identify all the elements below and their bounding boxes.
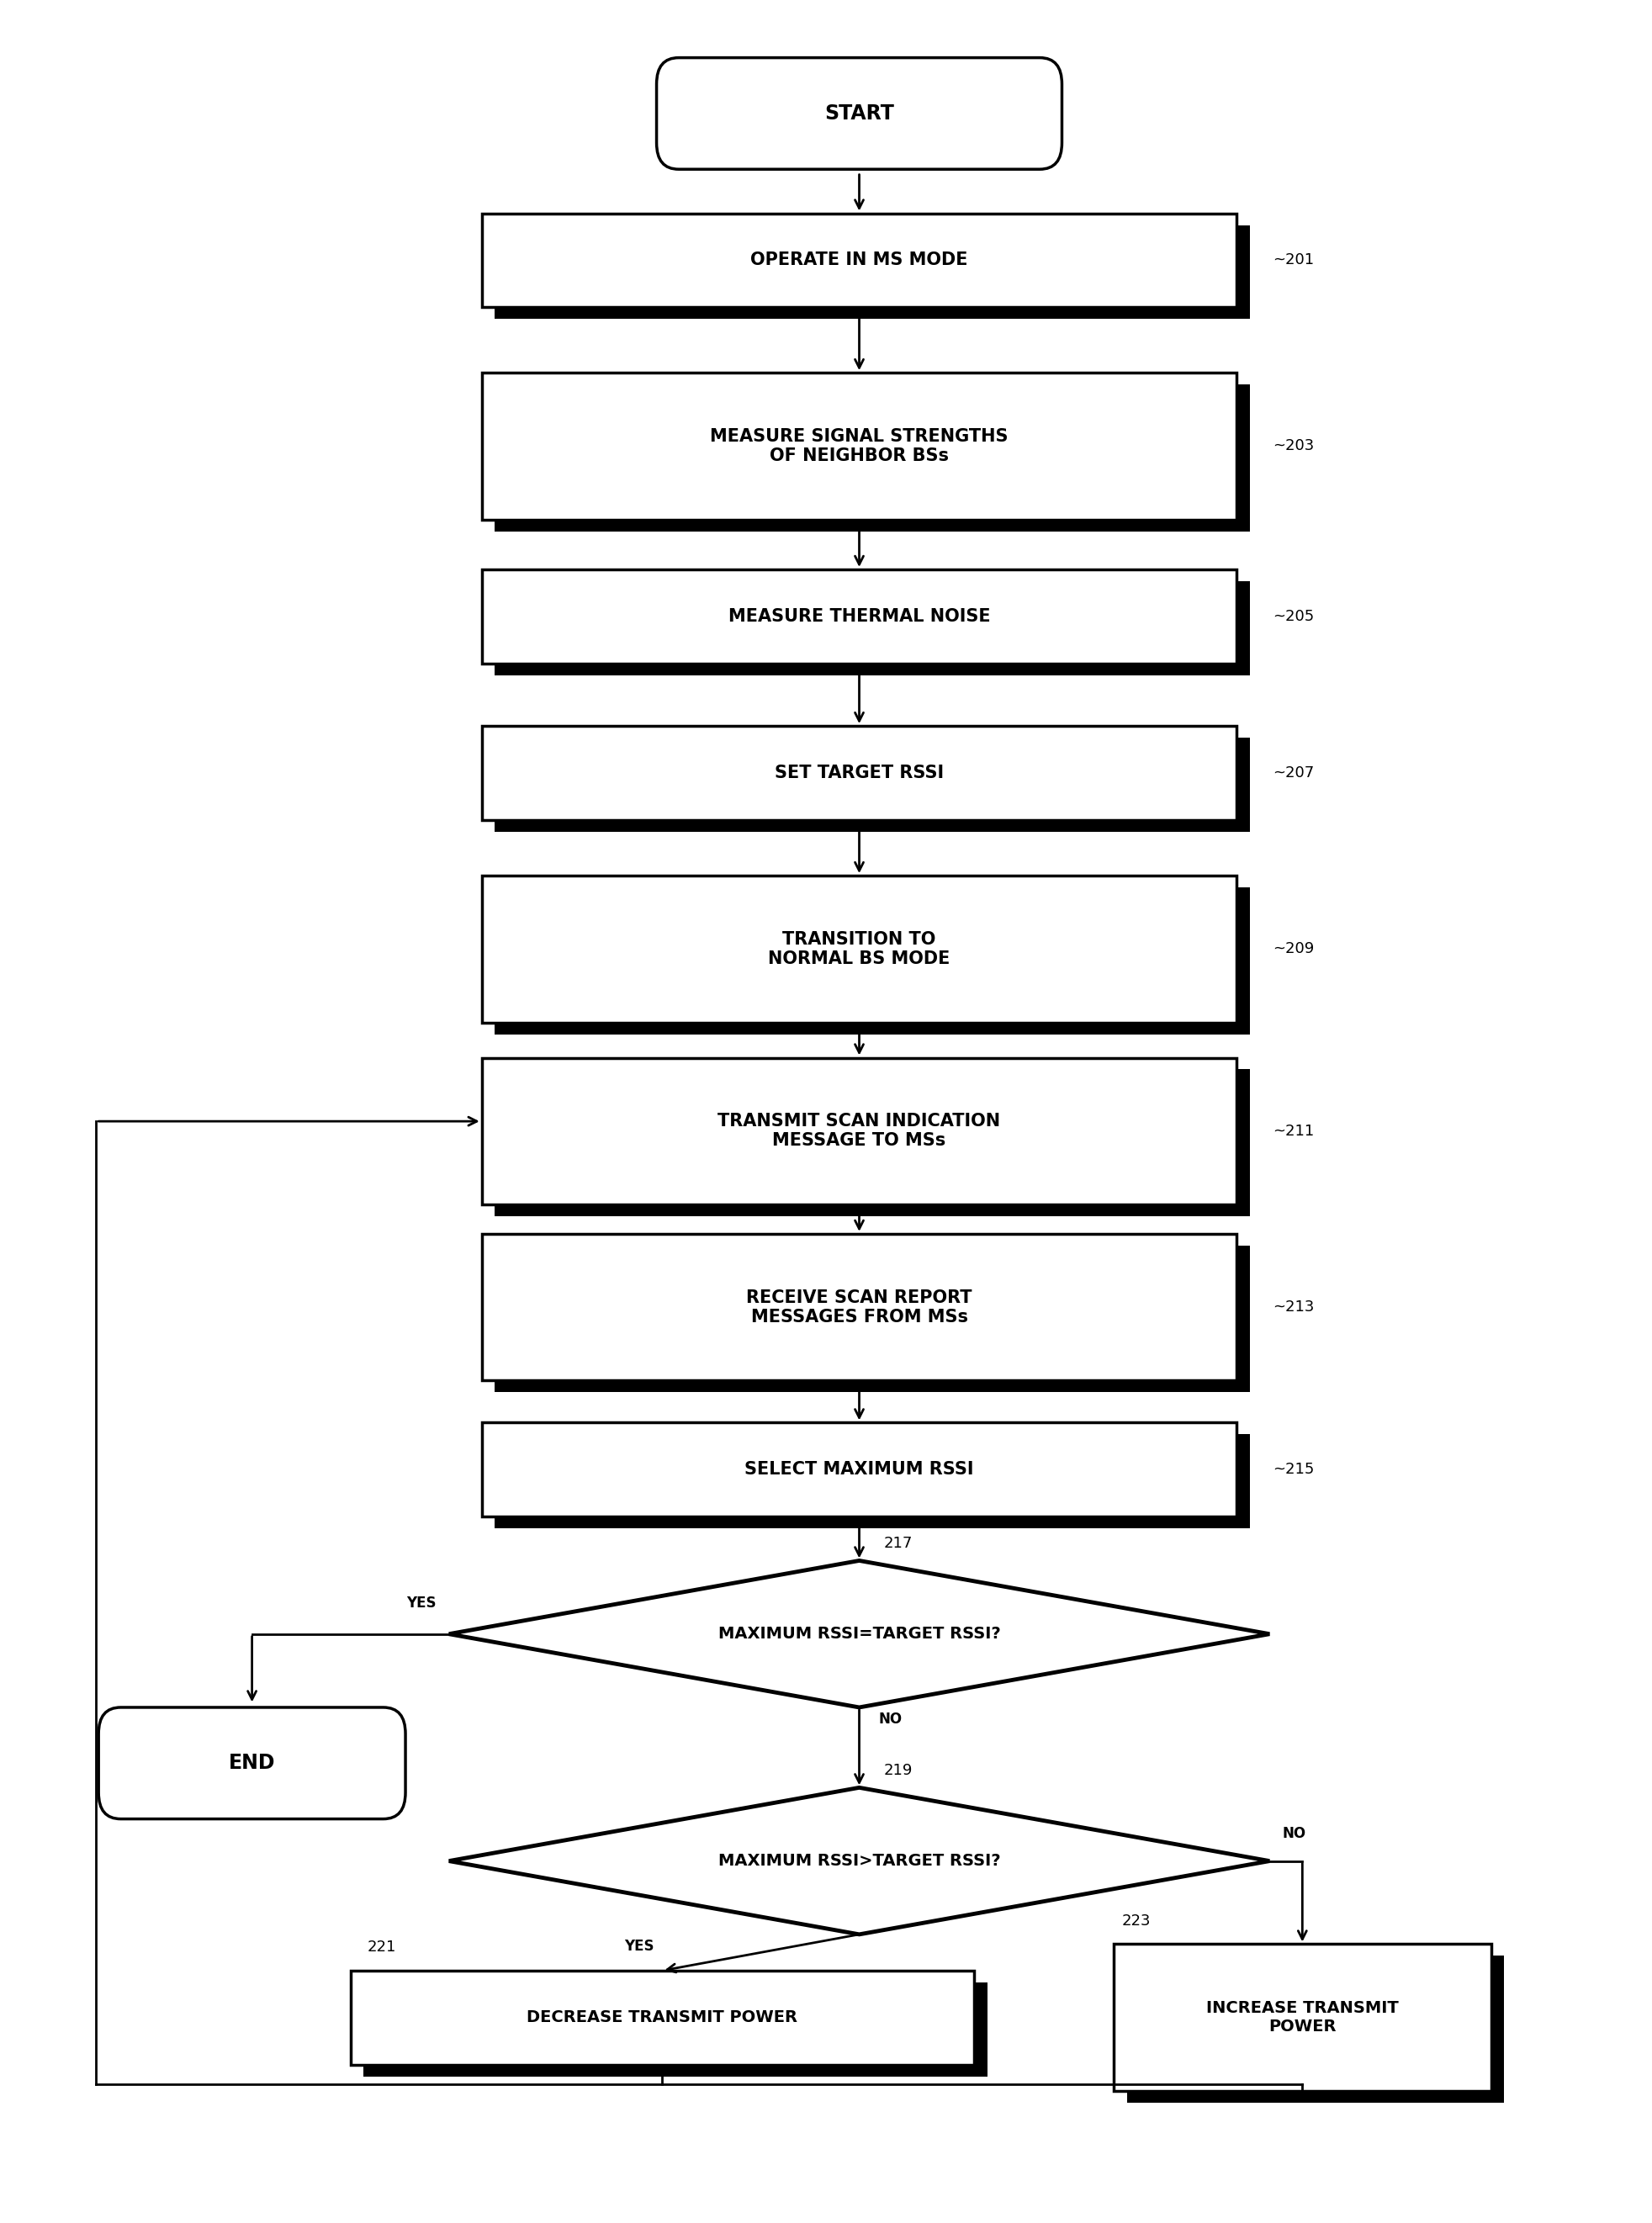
- Text: MAXIMUM RSSI>TARGET RSSI?: MAXIMUM RSSI>TARGET RSSI?: [717, 1854, 999, 1870]
- Text: ~203: ~203: [1272, 438, 1313, 453]
- Text: MAXIMUM RSSI=TARGET RSSI?: MAXIMUM RSSI=TARGET RSSI?: [717, 1625, 999, 1643]
- Text: TRANSMIT SCAN INDICATION
MESSAGE TO MSs: TRANSMIT SCAN INDICATION MESSAGE TO MSs: [717, 1114, 999, 1149]
- Bar: [494, 1069, 1249, 1216]
- Text: MEASURE THERMAL NOISE: MEASURE THERMAL NOISE: [729, 607, 990, 625]
- Text: ~205: ~205: [1272, 609, 1313, 625]
- Bar: [481, 373, 1236, 520]
- Text: RECEIVE SCAN REPORT
MESSAGES FROM MSs: RECEIVE SCAN REPORT MESSAGES FROM MSs: [747, 1289, 971, 1325]
- Text: ~211: ~211: [1272, 1123, 1313, 1138]
- Bar: [481, 727, 1236, 820]
- Text: SELECT MAXIMUM RSSI: SELECT MAXIMUM RSSI: [745, 1461, 973, 1478]
- Text: SET TARGET RSSI: SET TARGET RSSI: [775, 765, 943, 780]
- Bar: [494, 225, 1249, 318]
- Text: START: START: [824, 104, 894, 124]
- Bar: [350, 1970, 973, 2065]
- FancyBboxPatch shape: [99, 1707, 405, 1818]
- Bar: [494, 385, 1249, 531]
- Bar: [481, 1234, 1236, 1380]
- Bar: [494, 580, 1249, 676]
- Polygon shape: [449, 1561, 1269, 1707]
- Bar: [494, 1245, 1249, 1392]
- Text: ~209: ~209: [1272, 943, 1313, 956]
- Bar: [481, 213, 1236, 307]
- Text: DECREASE TRANSMIT POWER: DECREASE TRANSMIT POWER: [527, 2010, 798, 2025]
- Bar: [1113, 1945, 1490, 2092]
- FancyBboxPatch shape: [656, 58, 1061, 169]
- Bar: [481, 569, 1236, 662]
- Text: OPERATE IN MS MODE: OPERATE IN MS MODE: [750, 251, 968, 269]
- Text: ~201: ~201: [1272, 253, 1313, 267]
- Text: 221: 221: [367, 1941, 395, 1954]
- Text: 217: 217: [884, 1536, 912, 1552]
- Text: 223: 223: [1122, 1914, 1150, 1930]
- Text: NO: NO: [1282, 1827, 1305, 1841]
- Bar: [494, 887, 1249, 1034]
- Text: END: END: [228, 1754, 276, 1774]
- Bar: [363, 1983, 986, 2076]
- Text: YES: YES: [406, 1596, 436, 1609]
- Bar: [481, 1058, 1236, 1205]
- Bar: [1127, 1956, 1503, 2103]
- Polygon shape: [449, 1787, 1269, 1934]
- Text: INCREASE TRANSMIT
POWER: INCREASE TRANSMIT POWER: [1206, 2001, 1398, 2034]
- Text: 219: 219: [884, 1763, 912, 1778]
- Text: TRANSITION TO
NORMAL BS MODE: TRANSITION TO NORMAL BS MODE: [768, 931, 950, 967]
- Bar: [481, 876, 1236, 1023]
- Text: ~215: ~215: [1272, 1463, 1313, 1478]
- Text: ~207: ~207: [1272, 765, 1313, 780]
- Bar: [494, 1434, 1249, 1529]
- Text: YES: YES: [624, 1938, 654, 1954]
- Text: ~213: ~213: [1272, 1300, 1313, 1314]
- Bar: [494, 738, 1249, 831]
- Text: NO: NO: [879, 1712, 902, 1727]
- Bar: [481, 1423, 1236, 1516]
- Text: MEASURE SIGNAL STRENGTHS
OF NEIGHBOR BSs: MEASURE SIGNAL STRENGTHS OF NEIGHBOR BSs: [710, 429, 1008, 465]
